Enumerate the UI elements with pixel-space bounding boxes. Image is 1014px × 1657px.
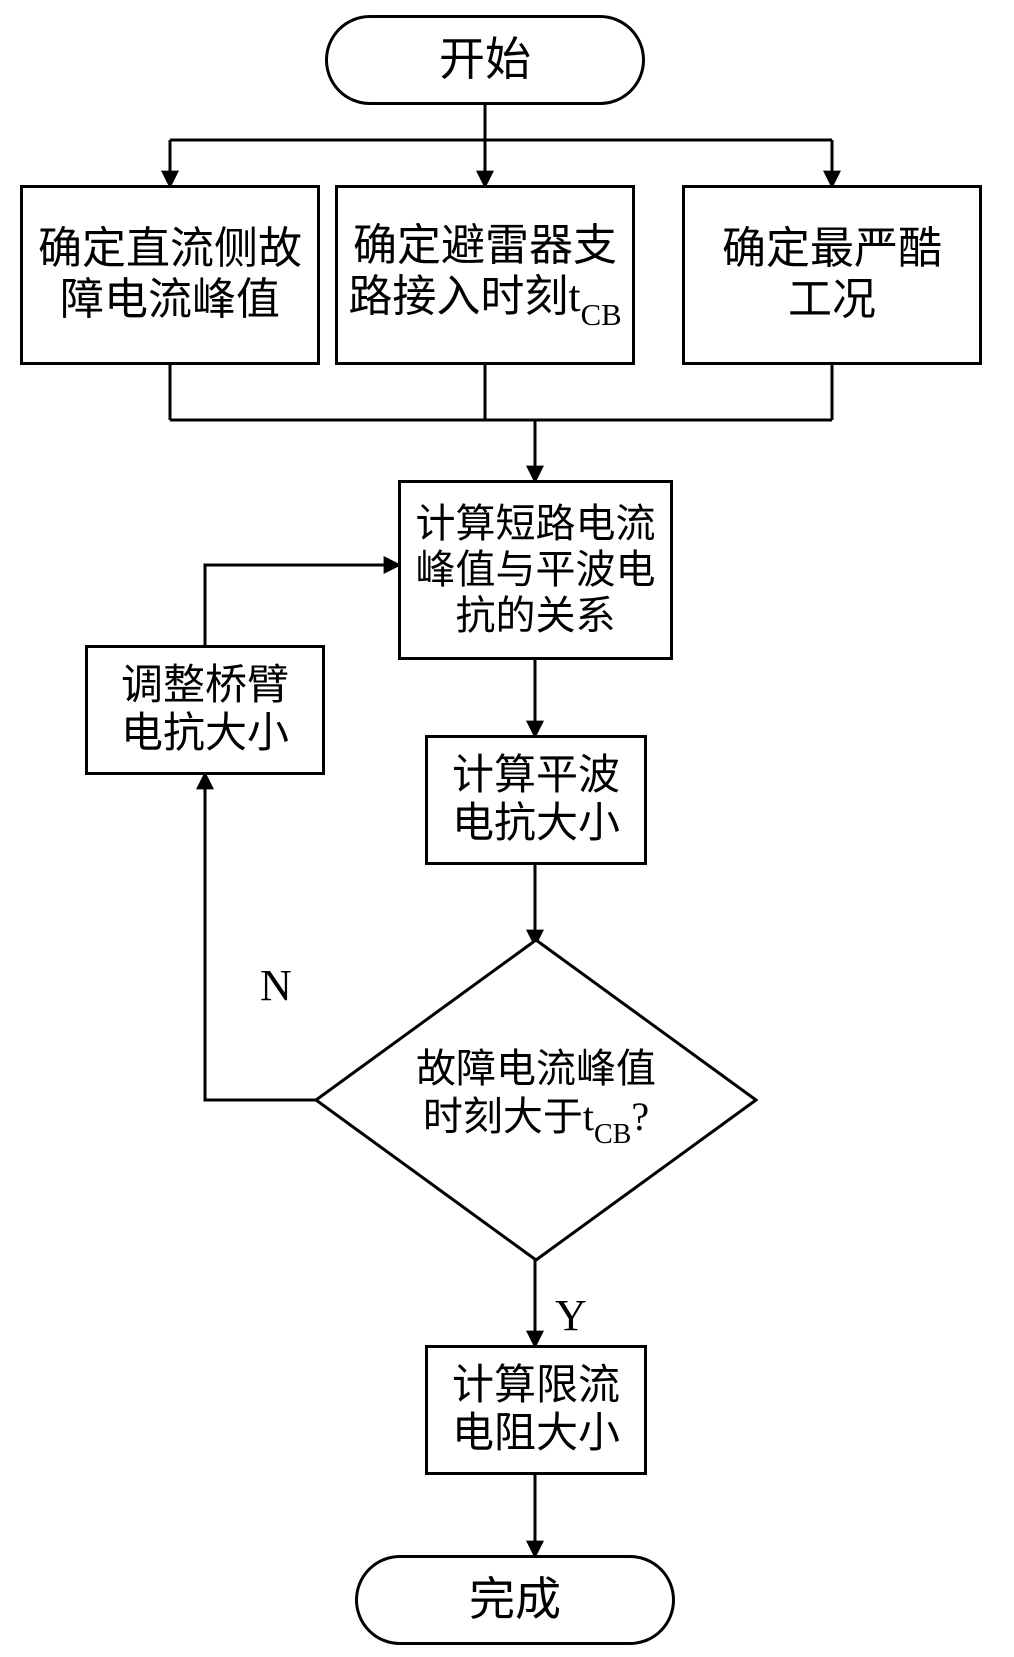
finish-node: 完成 xyxy=(355,1555,675,1645)
calc3-label: 计算限流 电阻大小 xyxy=(452,1362,620,1459)
calc2-node: 计算平波 电抗大小 xyxy=(425,735,647,865)
decision-node: 故障电流峰值时刻大于tCB? xyxy=(316,1045,756,1148)
finish-label: 完成 xyxy=(469,1574,561,1627)
b2-node: 确定避雷器支路接入时刻tCB xyxy=(335,185,635,365)
start-node: 开始 xyxy=(325,15,645,105)
calc2-label: 计算平波 电抗大小 xyxy=(452,752,620,849)
b3-label: 确定最严酷 工况 xyxy=(722,224,942,325)
calc1-node: 计算短路电流 峰值与平波电 抗的关系 xyxy=(398,480,673,660)
b3-node: 确定最严酷 工况 xyxy=(682,185,982,365)
calc3-node: 计算限流 电阻大小 xyxy=(425,1345,647,1475)
edge-label-yes: Y xyxy=(555,1290,587,1341)
adjust-label: 调整桥臂 电抗大小 xyxy=(121,662,289,759)
adjust-node: 调整桥臂 电抗大小 xyxy=(85,645,325,775)
b1-node: 确定直流侧故 障电流峰值 xyxy=(20,185,320,365)
start-label: 开始 xyxy=(439,34,531,87)
b2-label: 确定避雷器支路接入时刻tCB xyxy=(348,221,621,329)
calc1-label: 计算短路电流 峰值与平波电 抗的关系 xyxy=(416,501,656,639)
b1-label: 确定直流侧故 障电流峰值 xyxy=(38,224,302,325)
edge-label-no: N xyxy=(260,960,292,1011)
